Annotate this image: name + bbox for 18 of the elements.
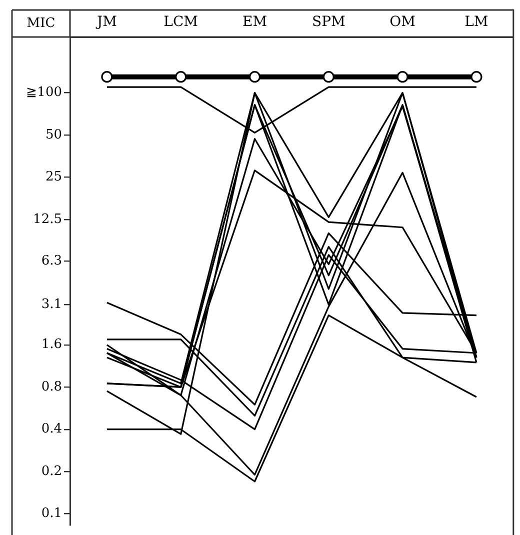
x-tick-label: SPM xyxy=(312,14,346,30)
x-tick-label: EM xyxy=(242,14,268,30)
y-tick-label: 1.6 xyxy=(41,337,62,352)
y-tick-label: 3.1 xyxy=(41,296,62,312)
y-tick-label: ≧100 xyxy=(26,85,62,100)
y-tick-label: 0.8 xyxy=(41,379,62,394)
y-tick-label: 0.2 xyxy=(41,464,62,479)
y-tick-label: 25 xyxy=(45,170,62,185)
y-tick-label: 6.3 xyxy=(41,254,62,269)
y-tick-label: 12.5 xyxy=(33,212,62,227)
x-tick-label: LCM xyxy=(164,14,198,30)
x-tick-label: OM xyxy=(390,14,416,30)
x-tick-label: JM xyxy=(94,14,117,30)
x-tick-label: LM xyxy=(464,14,488,30)
y-tick-label: 0.4 xyxy=(41,422,62,437)
y-tick-label: 0.1 xyxy=(41,506,62,522)
y-axis-title: MIC xyxy=(26,16,56,31)
y-tick-label: 50 xyxy=(45,127,62,142)
